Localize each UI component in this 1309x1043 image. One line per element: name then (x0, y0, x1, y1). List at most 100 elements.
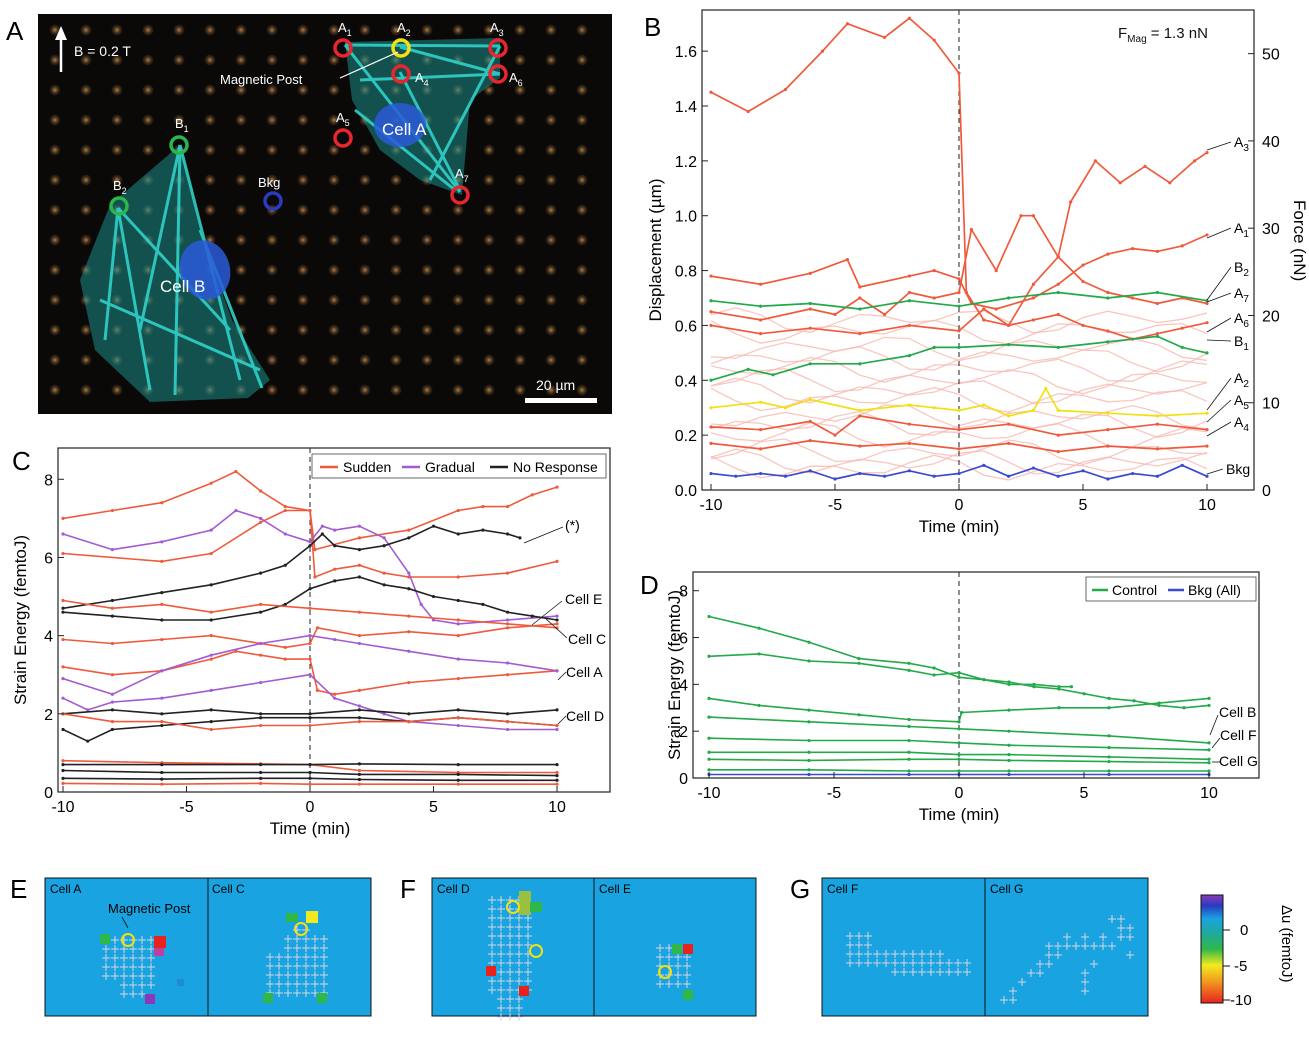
post (421, 234, 433, 246)
post (80, 204, 92, 216)
data-point (110, 614, 114, 618)
post-cross (488, 914, 496, 922)
post (514, 114, 526, 126)
series-a6-line (710, 308, 1208, 340)
data-point (259, 716, 263, 720)
data-point (308, 657, 312, 661)
data-point (456, 575, 460, 579)
post-cross (120, 945, 128, 953)
colorbar-tick-minus10: -10 (1230, 992, 1252, 1009)
data-point (759, 304, 763, 308)
data-point (456, 763, 460, 767)
y-axis-label: Strain Energy (femtoJ) (665, 590, 684, 760)
post-labels: A1 A2 A3 A4 A5 A6 A7 B1 B2 (113, 20, 523, 196)
post-cross (111, 936, 119, 944)
data-point (160, 696, 164, 700)
post-cross (909, 959, 917, 967)
data-point (709, 471, 713, 476)
post (328, 294, 340, 306)
post-cross (488, 986, 496, 994)
y2-axis-label: Force (nN) (1290, 200, 1309, 281)
post-cross (927, 959, 935, 967)
data-point (308, 540, 312, 544)
x-tick-label: 0 (955, 497, 964, 514)
post-cross (909, 968, 917, 976)
data-point (1106, 411, 1110, 415)
post (297, 234, 309, 246)
post-cross (129, 954, 137, 962)
data-point (707, 750, 711, 754)
data-point (709, 406, 713, 410)
post-cross (524, 977, 532, 985)
post-cross (147, 981, 155, 989)
post (576, 354, 588, 366)
post (576, 84, 588, 96)
y-axis-label: Strain Energy (femtoJ) (11, 535, 30, 705)
map-g-left-title: Cell F (827, 882, 858, 896)
data-point (382, 712, 386, 716)
data-point (1106, 252, 1110, 256)
post-cross (1126, 933, 1134, 941)
post (80, 114, 92, 126)
data-point (1056, 474, 1060, 478)
data-point (1007, 441, 1011, 445)
series-control-line (708, 653, 1072, 688)
data-point (110, 641, 114, 646)
data-point (907, 274, 912, 278)
y-tick-label: 0.4 (675, 373, 697, 390)
post-marker-bkg (263, 191, 283, 211)
data-point (555, 708, 559, 712)
post-cross (138, 990, 146, 998)
y-tick-label: 0.2 (675, 428, 697, 445)
data-point (555, 618, 559, 622)
post (452, 384, 464, 396)
map-e-cell-c (207, 877, 372, 1017)
post-cross (147, 945, 155, 953)
post-cross (506, 950, 514, 958)
hot-spot (286, 913, 298, 922)
trace-label-a5: A5 (1234, 392, 1249, 412)
data-point (61, 598, 65, 603)
data-point (1207, 696, 1211, 701)
post-cross (129, 990, 137, 998)
data-point (1044, 386, 1048, 391)
post-cross (320, 944, 328, 952)
post-cross (284, 962, 292, 970)
post-cross (936, 950, 944, 958)
series-b1-line (710, 335, 1208, 382)
post (483, 354, 495, 366)
post (452, 204, 464, 216)
post (297, 384, 309, 396)
data-point (1207, 741, 1211, 745)
trace-label-bkg: Bkg (1226, 461, 1250, 477)
y-tick-label: 4 (44, 629, 53, 646)
data-point (456, 598, 460, 603)
post-cross (506, 923, 514, 931)
data-point (160, 777, 164, 781)
post-marker-a2 (391, 38, 411, 58)
post (390, 264, 402, 276)
data-point (1131, 296, 1135, 300)
post-cross (674, 971, 682, 979)
map-post-marker (529, 944, 543, 958)
post-cross (506, 959, 514, 967)
data-point (857, 713, 861, 717)
data-point (1155, 249, 1159, 253)
post-cross (138, 981, 146, 989)
post (359, 264, 371, 276)
data-point (382, 583, 386, 587)
post (142, 24, 154, 36)
y-tick-label: 0.0 (675, 483, 697, 500)
post (390, 174, 402, 186)
data-point (259, 641, 263, 646)
data-point (957, 408, 961, 413)
y-axis-label: Displacement (µm) (646, 179, 665, 322)
post-cross (497, 905, 505, 913)
x-tick-label: 10 (548, 799, 566, 816)
data-point (160, 669, 164, 673)
data-point (456, 657, 460, 661)
post-cross (275, 971, 283, 979)
data-point (357, 772, 361, 777)
data-point (1106, 296, 1110, 300)
post-marker-a4 (391, 64, 411, 84)
